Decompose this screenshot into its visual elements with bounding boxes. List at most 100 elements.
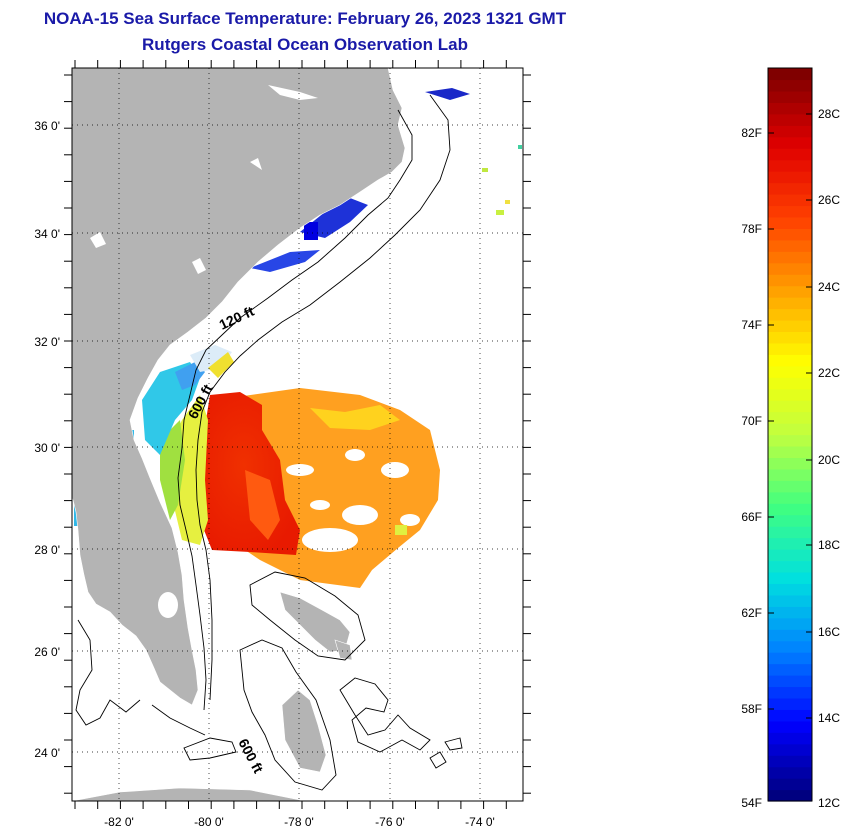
axis-ticks <box>64 60 531 809</box>
colorbar: 82F 78F 74F 70F 66F 62F 58F 54F 28C 26C 24C 22C 20C… <box>741 67 840 810</box>
colorbar-band <box>768 319 812 333</box>
contour-bahamas-exuma <box>339 677 431 753</box>
colorbar-band <box>768 400 812 413</box>
land-bahamas-andros <box>281 689 327 773</box>
sst-cold-carolina-2 <box>250 250 320 272</box>
sst-nearshore-yellow <box>208 352 234 378</box>
colorbar-band <box>768 709 812 722</box>
colorbar-label-f: 62F <box>741 606 762 620</box>
colorbar-band <box>768 778 812 791</box>
colorbar-label-f: 66F <box>741 510 762 524</box>
colorbar-band <box>768 583 812 596</box>
colorbar-band <box>768 549 812 562</box>
colorbar-band <box>768 297 812 310</box>
cloud-holes <box>286 449 420 552</box>
colorbar-band <box>768 365 812 378</box>
contour-small-1 <box>429 751 447 769</box>
colorbar-band <box>768 755 812 768</box>
colorbar-band <box>768 537 812 550</box>
colorbar-label-f: 70F <box>741 414 762 428</box>
colorbar-band <box>768 629 812 642</box>
colorbar-band <box>768 216 812 229</box>
land-masses <box>72 68 406 801</box>
sst-cold-patch <box>304 222 318 240</box>
colorbar-band <box>768 686 812 699</box>
map-title: NOAA-15 Sea Surface Temperature: Februar… <box>43 9 567 28</box>
colorbar-label-c: 20C <box>818 453 840 467</box>
lake-okeechobee <box>158 592 178 618</box>
colorbar-band <box>768 675 812 688</box>
colorbar-band <box>768 239 812 252</box>
colorbar-band <box>768 377 812 390</box>
latitude-label: 24 0' <box>34 746 60 760</box>
sst-cold-north <box>425 88 470 100</box>
sst-shelf-blue <box>175 362 205 390</box>
colorbar-band <box>768 789 812 802</box>
colorbar-label-c: 16C <box>818 625 840 639</box>
colorbar-band <box>768 663 812 676</box>
colorbar-band <box>768 148 812 161</box>
longitude-label: -78 0' <box>284 815 314 829</box>
colorbar-band <box>768 411 812 424</box>
colorbar-band <box>768 308 812 321</box>
colorbar-band <box>768 468 812 481</box>
colorbar-band <box>768 423 812 436</box>
bathymetry-contours <box>75 94 463 791</box>
colorbar-band <box>768 159 812 172</box>
colorbar-band <box>768 743 812 756</box>
colorbar-band <box>768 331 812 344</box>
colorbar-band <box>768 514 812 527</box>
contour-600ft <box>195 94 451 701</box>
sst-red-inner <box>245 470 280 540</box>
colorbar-band <box>768 182 812 195</box>
colorbar-label-c: 14C <box>818 711 840 725</box>
colorbar-band <box>768 526 812 539</box>
colorbar-label-f: 82F <box>741 126 762 140</box>
latitude-label: 34 0' <box>34 227 60 241</box>
colorbar-band <box>768 125 812 138</box>
longitude-label: -76 0' <box>375 815 405 829</box>
contour-florida-keys <box>151 704 206 736</box>
colorbar-band <box>768 171 812 184</box>
colorbar-band <box>768 79 812 92</box>
colorbar-band <box>768 342 812 355</box>
colorbar-band <box>768 205 812 218</box>
map-frame <box>71 67 524 802</box>
colorbar-label-f: 74F <box>741 318 762 332</box>
colorbar-label-c: 24C <box>818 280 840 294</box>
colorbar-ticks <box>768 113 812 719</box>
contour-cay-sal <box>183 737 237 761</box>
colorbar-band <box>768 285 812 298</box>
colorbar-label-f: 78F <box>741 222 762 236</box>
colorbar-label-c: 28C <box>818 107 840 121</box>
colorbar-band <box>768 354 812 367</box>
colorbar-fahrenheit-labels: 82F 78F 74F 70F 66F 62F 58F 54F <box>741 126 762 810</box>
colorbar-label-f: 54F <box>741 796 762 810</box>
latitude-label: 26 0' <box>34 645 60 659</box>
colorbar-band <box>768 617 812 630</box>
colorbar-label-c: 22C <box>818 366 840 380</box>
colorbar-band <box>768 571 812 584</box>
contour-bahamas-andros <box>239 639 337 791</box>
colorbar-band <box>768 262 812 275</box>
colorbar-band <box>768 434 812 447</box>
colorbar-band <box>768 640 812 653</box>
contour-bahamas-outer <box>249 571 366 661</box>
sst-patches <box>74 88 522 588</box>
colorbar-band <box>768 228 812 241</box>
graticule-lines <box>72 68 523 801</box>
colorbar-band <box>768 606 812 619</box>
longitude-label: -80 0' <box>194 815 224 829</box>
colorbar-band <box>768 720 812 733</box>
longitude-label: -82 0' <box>104 815 134 829</box>
colorbar-band <box>768 102 812 115</box>
colorbar-band <box>768 503 812 516</box>
colorbar-band <box>768 193 812 207</box>
land-us-mainland <box>72 68 406 706</box>
latitude-label: 28 0' <box>34 543 60 557</box>
map-subtitle: Rutgers Coastal Ocean Observation Lab <box>142 35 468 54</box>
colorbar-band <box>768 560 812 573</box>
colorbar-celsius-labels: 28C 26C 24C 22C 20C 18C 16C 14C 12C <box>818 107 840 810</box>
colorbar-bands <box>768 68 812 802</box>
